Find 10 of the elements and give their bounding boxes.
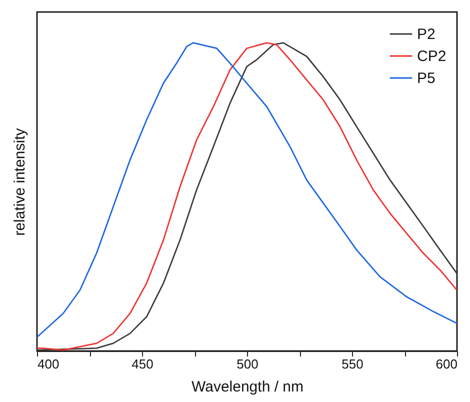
x-axis-title: Wavelength / nm [192,378,304,396]
legend-label: CP2 [417,48,446,65]
legend-label: P5 [417,70,436,87]
y-axis-title: relative intensity [12,128,28,236]
x-tick-label: 550 [342,356,364,372]
x-tick-label: 450 [132,356,154,372]
x-tick-label: 400 [38,356,60,372]
x-tick-label: 600 [436,356,458,372]
legend-label: P2 [417,26,436,43]
x-tick-label: 500 [236,356,258,372]
